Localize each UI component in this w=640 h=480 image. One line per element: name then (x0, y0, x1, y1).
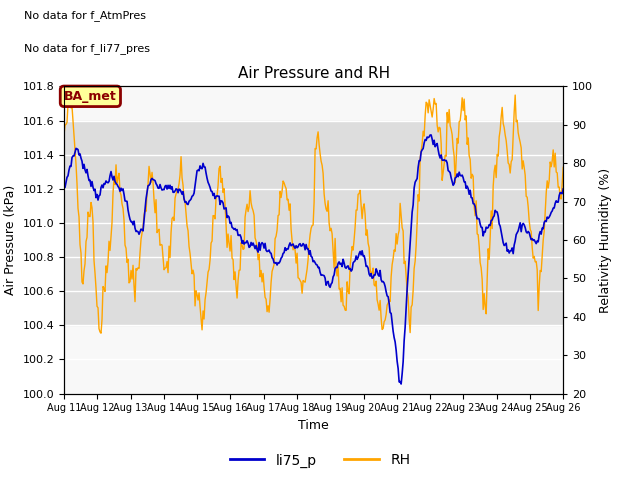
Legend: li75_p, RH: li75_p, RH (224, 448, 416, 473)
Bar (64, 120, 563, 325)
Text: No data for f_AtmPres: No data for f_AtmPres (24, 10, 146, 21)
Y-axis label: Air Pressure (kPa): Air Pressure (kPa) (4, 185, 17, 295)
X-axis label: Time: Time (298, 419, 329, 432)
Text: No data for f_li77_pres: No data for f_li77_pres (24, 43, 150, 54)
Y-axis label: Relativity Humidity (%): Relativity Humidity (%) (599, 168, 612, 312)
Title: Air Pressure and RH: Air Pressure and RH (237, 66, 390, 81)
Text: BA_met: BA_met (64, 90, 116, 103)
